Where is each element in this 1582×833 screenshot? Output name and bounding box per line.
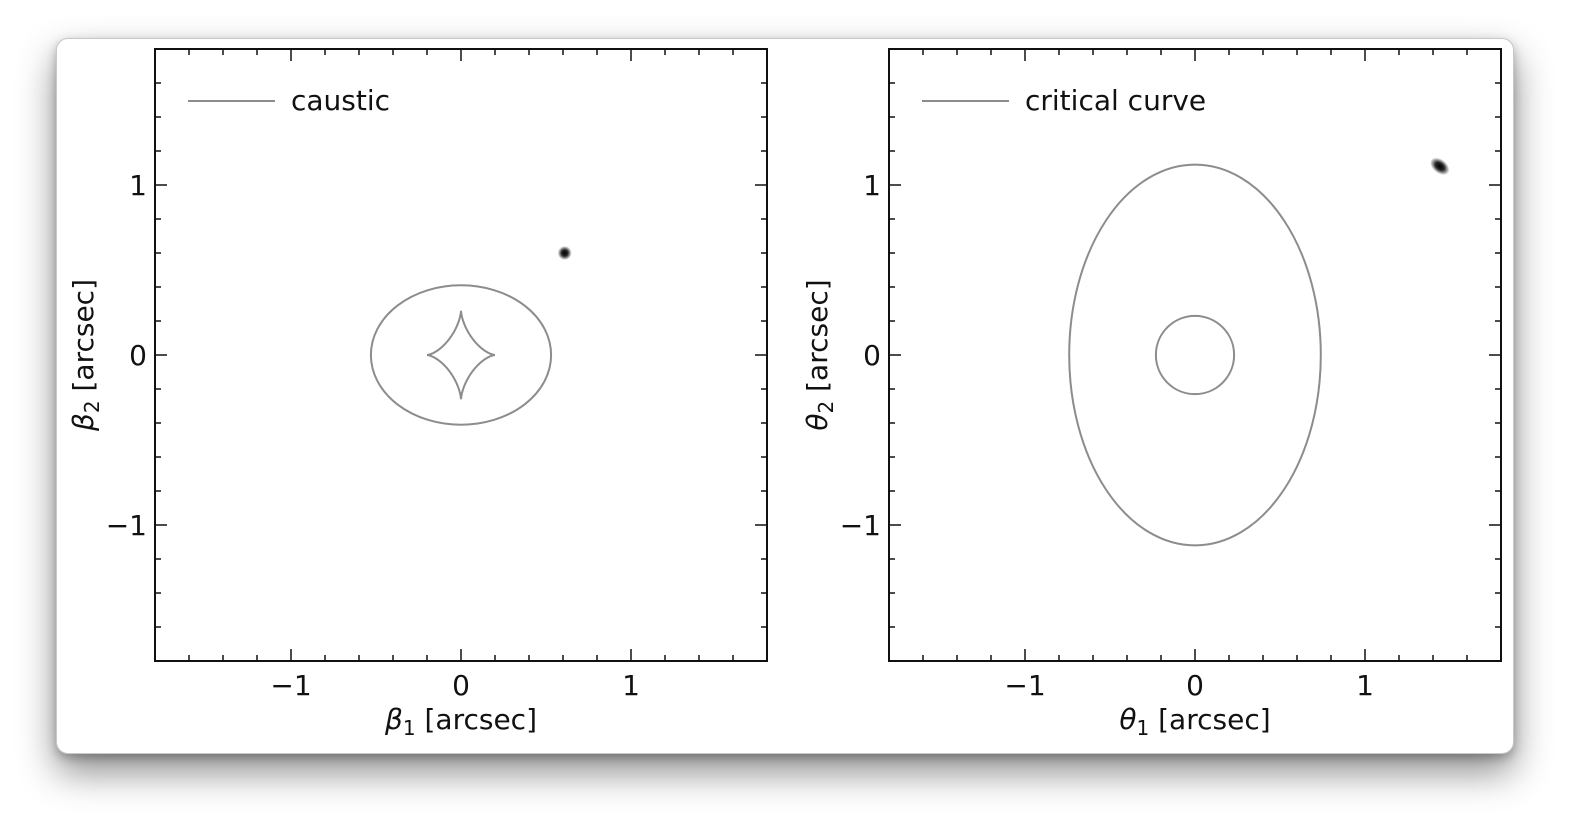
y-tick-label: −1 — [106, 509, 147, 542]
plot-area: −1 0 1 −1 0 1 — [840, 48, 1502, 702]
x-tick-label: 1 — [622, 669, 640, 702]
x-tick-label: 1 — [1356, 669, 1374, 702]
x-tick-label: 0 — [1186, 669, 1204, 702]
y-axis-unit: [arcsec] — [67, 279, 100, 400]
curve-ellipse — [369, 284, 553, 426]
x-axis-unit: [arcsec] — [1149, 703, 1270, 736]
x-axis-subscript: 1 — [1137, 716, 1150, 740]
y-axis-symbol: θ — [801, 414, 834, 431]
y-tick-label: −1 — [840, 509, 881, 542]
legend-label: critical curve — [1025, 84, 1206, 117]
y-axis-subscript: 2 — [80, 400, 104, 413]
y-axis-subscript: 2 — [814, 401, 838, 414]
x-axis-label: θ1 [arcsec] — [1119, 703, 1270, 740]
y-tick-label: 1 — [863, 169, 881, 202]
x-axis-symbol: θ — [1119, 703, 1136, 736]
legend: critical curve — [922, 84, 1206, 117]
plot-frame — [154, 48, 768, 662]
x-axis-symbol: β — [384, 703, 403, 736]
legend: caustic — [188, 84, 390, 117]
x-tick-label: 0 — [452, 669, 470, 702]
x-tick-label: −1 — [270, 669, 311, 702]
curve-astroid — [426, 310, 496, 400]
y-axis-unit: [arcsec] — [801, 279, 834, 400]
curve-ellipse — [1068, 163, 1322, 547]
image-point — [1430, 157, 1450, 176]
plot-area: −1 0 1 −1 0 1 — [106, 48, 768, 702]
source-plane-panel: −1 0 1−101 caustic β1 [arcsec] β2 [arcsec] — [67, 48, 768, 740]
curve-ellipse — [1154, 314, 1236, 396]
x-tick-label: −1 — [1004, 669, 1045, 702]
y-axis-label: β2 [arcsec] — [67, 279, 104, 432]
y-tick-label: 0 — [863, 339, 881, 372]
plot-frame — [888, 48, 1502, 662]
y-axis-label: θ2 [arcsec] — [801, 279, 838, 430]
y-tick-label: 0 — [129, 339, 147, 372]
x-axis-unit: [arcsec] — [416, 703, 537, 736]
y-axis-symbol: β — [67, 413, 100, 432]
figure-window — [56, 38, 1514, 754]
source-point — [557, 246, 572, 260]
legend-label: caustic — [291, 84, 390, 117]
x-axis-label: β1 [arcsec] — [384, 703, 537, 740]
image-plane-panel: −1 0 1−101 critical curve θ1 [arcsec] θ2 [… — [801, 48, 1502, 740]
y-tick-label: 1 — [129, 169, 147, 202]
x-axis-subscript: 1 — [403, 716, 416, 740]
